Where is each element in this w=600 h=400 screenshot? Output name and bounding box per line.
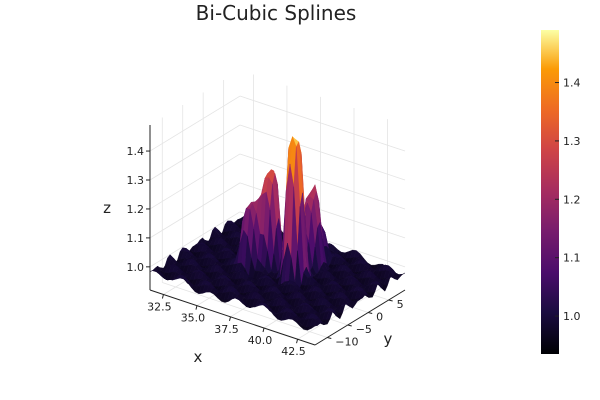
z-grid-line (149, 153, 241, 210)
y-tick-mark (347, 324, 352, 327)
y-tick-mark (368, 312, 373, 314)
y-tick-label: 5 (397, 298, 404, 311)
z-axis-label: z (103, 199, 111, 217)
surface (149, 136, 406, 331)
chart-title: Bi-Cubic Splines (196, 1, 357, 25)
y-tick-label: −10 (335, 336, 358, 349)
y-grid-line (162, 282, 328, 338)
y-axis-line (314, 289, 406, 346)
z-tick-label: 1.4 (127, 145, 145, 158)
z-grid-line (149, 182, 241, 239)
surface-patch (311, 325, 318, 329)
z-tick-label: 1.1 (127, 232, 145, 245)
z-grid-line (239, 124, 406, 181)
z-grid-line (149, 211, 241, 268)
colorbar-tick-label: 1.1 (563, 252, 581, 265)
y-tick-label: 0 (376, 311, 383, 324)
z-grid-line (149, 95, 241, 152)
x-tick-label: 42.5 (281, 345, 306, 358)
z-grid-line (239, 153, 406, 210)
colorbar: 1.0 1.1 1.2 1.3 1.4 (541, 30, 581, 354)
x-tick-label: 35.0 (181, 312, 206, 325)
x-tick-mark (161, 294, 164, 299)
colorbar-tick-label: 1.4 (563, 77, 581, 90)
colorbar-tick-label: 1.0 (563, 310, 581, 323)
x-tick-mark (195, 305, 198, 310)
x-axis-label: x (194, 348, 203, 366)
z-tick-label: 1.2 (127, 203, 145, 216)
colorbar-tick-label: 1.3 (563, 135, 581, 148)
y-tick-label: −5 (356, 323, 372, 336)
axes: 32.5 35.0 37.5 40.0 42.5 −10−5 0 5 1.0 1.1 1.2 1.3 1… (127, 125, 406, 358)
y-tick-mark (327, 337, 332, 339)
colorbar-gradient (541, 30, 559, 354)
x-tick-label: 37.5 (214, 323, 239, 336)
x-axis-line (149, 289, 316, 346)
y-axis-label: y (384, 330, 393, 348)
x-tick-label: 32.5 (147, 300, 172, 313)
x-tick-mark (296, 339, 299, 344)
z-tick-label: 1.3 (127, 174, 145, 187)
x-tick-mark (229, 316, 231, 321)
z-grid-line (149, 124, 241, 181)
x-tick-mark (262, 327, 265, 333)
y-tick-mark (388, 299, 393, 302)
colorbar-tick-label: 1.2 (563, 193, 581, 206)
z-grid-line (239, 95, 406, 152)
z-tick-label: 1.0 (127, 261, 145, 274)
x-tick-label: 40.0 (248, 334, 273, 347)
